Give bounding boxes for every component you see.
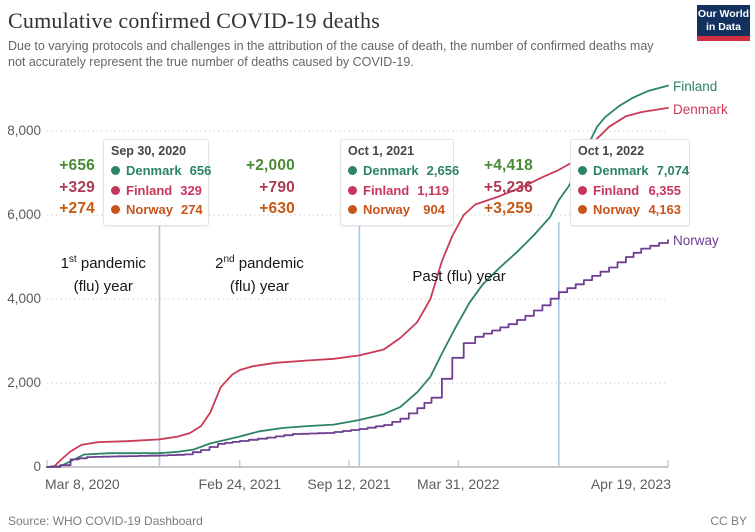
tooltip-entity-label: Norway [593, 202, 640, 218]
owid-logo[interactable]: Our World in Data [697, 5, 750, 41]
tooltip-entity-label: Denmark [126, 163, 182, 179]
period-annotation-2: Past (flu) year [412, 268, 506, 285]
tooltip-entity-value: 7,074 [656, 163, 690, 179]
license-note: CC BY [710, 514, 747, 528]
series-dot-icon [348, 185, 357, 195]
tooltip-entity-label: Norway [363, 202, 410, 218]
series-dot-icon [111, 185, 120, 195]
tooltip-date: Oct 1, 2021 [348, 144, 415, 158]
delta-value: +3,259 [483, 200, 533, 217]
series-dot-icon [578, 166, 587, 176]
series-dot-icon [578, 185, 587, 195]
tooltip-box-0: Sep 30, 2020 Denmark 656 Finland 329 Norway 27… [103, 139, 211, 226]
delta-group-0: +656 +329 +274 [0, 157, 95, 222]
x-axis-label-0: Mar 8, 2020 [45, 476, 120, 492]
series-dot-icon [348, 205, 357, 215]
tooltip-box-2: Oct 1, 2022 Denmark 7,074 Finland 6,355 Norwa… [570, 139, 690, 226]
tooltip-row-norway: Norway 4,163 [578, 200, 681, 220]
tooltip-entity-label: Finland [593, 182, 640, 198]
delta-value: +5,236 [483, 178, 533, 196]
tooltip-entity-value: 2,656 [426, 163, 460, 179]
x-axis-label-1: Feb 24, 2021 [198, 476, 282, 492]
series-line-denmark [46, 107, 669, 468]
delta-value: +656 [59, 157, 95, 174]
x-axis-label-2: Sep 12, 2021 [307, 476, 391, 492]
chart-subtitle: Due to varying protocols and challenges … [8, 39, 698, 70]
series-dot-icon [111, 166, 120, 176]
delta-value: +4,418 [483, 157, 533, 174]
series-dot-icon [578, 205, 587, 215]
y-axis-label-8000: 8,000 [7, 123, 41, 138]
tooltip-row-finland: Finland 329 [111, 181, 202, 201]
source-note: Source: WHO COVID-19 Dashboard [8, 514, 203, 528]
delta-group-1: +2,000 +790 +630 [165, 157, 295, 222]
tooltip-entity-value: 6,355 [648, 182, 681, 198]
series-dot-icon [111, 205, 120, 215]
tooltip-entity-label: Finland [363, 182, 410, 198]
period-annotation-0: 1st pandemic (flu) year [60, 254, 146, 295]
y-axis-label-0: 0 [33, 459, 41, 474]
chart-subtitle-line2: not accurately represent the true number… [8, 54, 414, 69]
delta-value: +274 [59, 200, 95, 217]
tooltip-row-denmark: Denmark 656 [111, 161, 211, 181]
period-annotation-1: 2nd pandemic (flu) year [215, 254, 304, 295]
delta-value: +329 [59, 178, 95, 196]
owid-logo-box: Our World in Data [697, 5, 750, 36]
chart-title: Cumulative confirmed COVID-19 deaths [8, 8, 380, 33]
tooltip-row-finland: Finland 1,119 [348, 181, 449, 201]
tooltip-row-denmark: Denmark 2,656 [348, 161, 459, 181]
y-axis-label-4000: 4,000 [7, 291, 41, 306]
x-axis-label-3: Mar 31, 2022 [417, 476, 500, 492]
series-dot-icon [348, 166, 357, 176]
delta-value: +2,000 [245, 157, 295, 174]
tooltip-entity-value: 904 [423, 202, 445, 218]
tooltip-date: Sep 30, 2020 [111, 144, 187, 158]
tooltip-box-1: Oct 1, 2021 Denmark 2,656 Finland 1,119 Norwa… [340, 139, 459, 226]
series-end-label-denmark: Denmark [673, 101, 728, 117]
tooltip-date: Oct 1, 2022 [578, 144, 645, 158]
owid-logo-accent-bar [697, 36, 750, 41]
tooltip-entity-value: 329 [180, 182, 202, 198]
tooltip-entity-label: Denmark [593, 163, 649, 179]
tooltip-row-norway: Norway 904 [348, 200, 445, 220]
tooltip-entity-value: 4,163 [648, 202, 681, 218]
y-axis-label-2000: 2,000 [7, 375, 41, 390]
tooltip-row-denmark: Denmark 7,074 [578, 161, 689, 181]
delta-group-2: +4,418 +5,236 +3,259 [403, 157, 533, 222]
tooltip-entity-value: 656 [189, 163, 212, 179]
tooltip-entity-value: 274 [180, 202, 203, 218]
y-axis-label-6000: 6,000 [7, 207, 41, 222]
series-end-label-finland: Finland [673, 78, 718, 94]
series-end-label-norway: Norway [673, 233, 719, 249]
delta-value: +630 [259, 200, 295, 217]
delta-value: +790 [259, 178, 295, 196]
owid-logo-line2: in Data [705, 21, 741, 33]
chart-subtitle-line1: Due to varying protocols and challenges … [8, 39, 654, 53]
series-line-norway [46, 239, 669, 468]
tooltip-entity-label: Finland [126, 182, 173, 198]
tooltip-row-finland: Finland 6,355 [578, 181, 681, 201]
tooltip-entity-value: 1,119 [417, 182, 450, 198]
tooltip-row-norway: Norway 274 [111, 200, 203, 220]
x-axis-label-4: Apr 19, 2023 [590, 476, 671, 492]
tooltip-entity-label: Denmark [363, 163, 419, 179]
tooltip-entity-label: Norway [126, 202, 173, 218]
owid-logo-line1: Our World [697, 8, 750, 20]
